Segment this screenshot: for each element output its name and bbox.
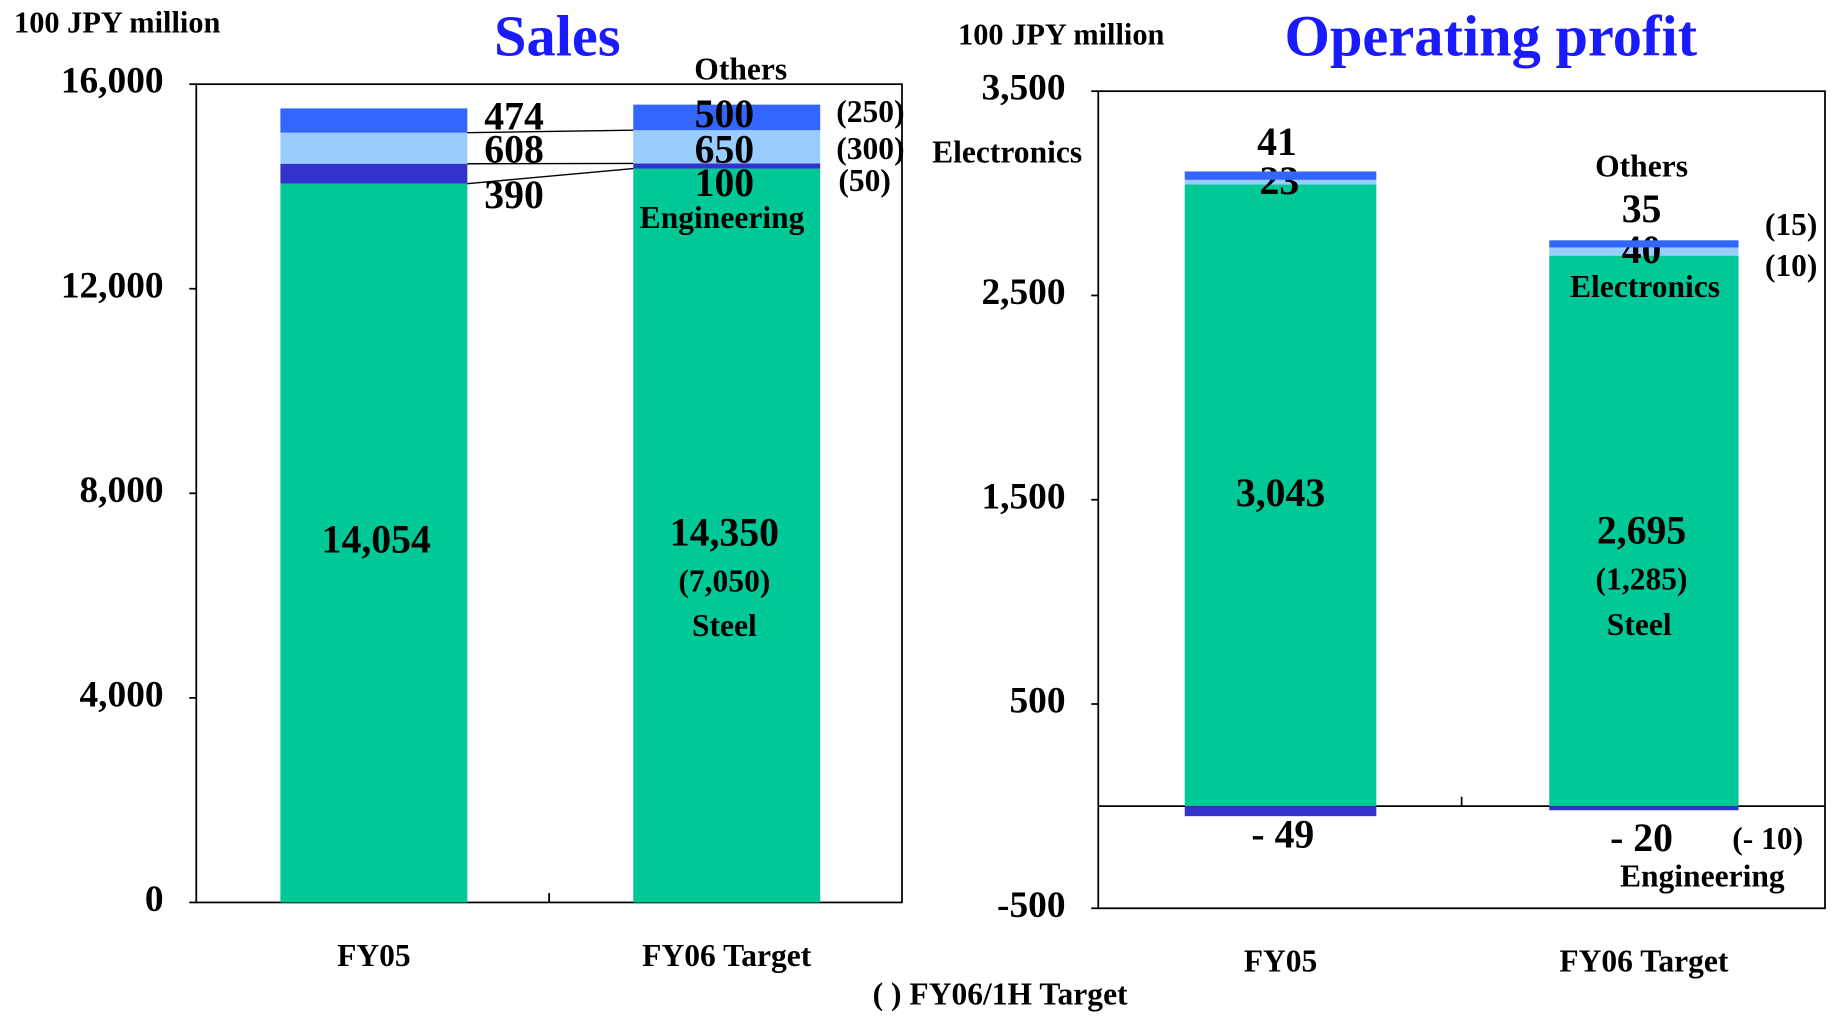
y-tick-label: 12,000	[61, 265, 164, 306]
value-label: 40	[1622, 228, 1662, 272]
bar-segment	[1549, 247, 1739, 256]
value-label: 500	[695, 92, 755, 136]
y-tick-label: 3,500	[981, 68, 1065, 109]
x-tick-label: FY05	[337, 938, 411, 973]
value-label: 14,350	[670, 511, 779, 555]
value-label: 2,695	[1597, 508, 1686, 552]
bar-segment	[280, 163, 468, 184]
y-tick-label: 500	[1010, 681, 1066, 722]
value-label: 390	[484, 173, 544, 217]
y-tick-label: 1,500	[981, 476, 1065, 517]
h1-target-label: (50)	[838, 163, 891, 198]
x-tick-label: FY06 Target	[1559, 944, 1729, 979]
y-axis-label: 100 JPY million	[958, 17, 1164, 51]
h1-target-label: (250)	[836, 94, 904, 129]
x-tick-label: FY06 Target	[642, 938, 812, 973]
series-name: Electronics	[932, 135, 1082, 170]
series-name: Steel	[692, 608, 757, 643]
value-label: - 20	[1610, 816, 1673, 860]
bar-segment	[1184, 179, 1377, 185]
value-label: 23	[1260, 159, 1300, 203]
value-label: 100	[695, 161, 755, 205]
series-name: Electronics	[1570, 269, 1720, 304]
value-label: 650	[695, 127, 755, 171]
y-tick-label: 8,000	[79, 470, 163, 511]
y-tick-label: 16,000	[61, 61, 164, 102]
y-tick-label: 4,000	[79, 674, 163, 715]
series-name: Others	[694, 52, 787, 87]
h1-target-label: (1,285)	[1596, 561, 1688, 596]
series-name: Steel	[1607, 607, 1672, 642]
bar-segment	[633, 130, 821, 164]
y-tick-label: 2,500	[981, 272, 1065, 313]
bar-segment	[1549, 806, 1739, 811]
bar-segment	[1184, 184, 1377, 807]
bar-segment	[280, 108, 468, 133]
y-axis-label: 100 JPY million	[14, 6, 220, 40]
chart-title: Sales	[494, 3, 621, 68]
bar-segment	[1549, 255, 1739, 807]
footnote: ( ) FY06/1H Target	[873, 976, 1128, 1011]
value-label: 35	[1622, 187, 1662, 231]
connector-line	[467, 129, 634, 134]
chart-title: Operating profit	[1285, 3, 1698, 68]
value-label: 41	[1257, 120, 1297, 164]
bar-segment	[280, 132, 468, 164]
series-name: Others	[1595, 149, 1688, 184]
h1-target-label: (- 10)	[1732, 821, 1803, 856]
bar-segment	[1549, 240, 1739, 248]
bar-segment	[1184, 171, 1377, 180]
bar-segment	[633, 163, 821, 169]
h1-target-label: (10)	[1765, 248, 1818, 283]
bar-segment	[280, 183, 468, 903]
series-name: Engineering	[640, 200, 805, 235]
bar-segment	[633, 168, 821, 903]
h1-target-label: (15)	[1765, 207, 1818, 242]
value-label: 3,043	[1236, 471, 1325, 515]
h1-target-label: (300)	[836, 131, 904, 166]
value-label: 14,054	[322, 518, 431, 562]
bar-segment	[1184, 806, 1377, 817]
x-tick-label: FY05	[1244, 944, 1318, 979]
h1-target-label: (7,050)	[678, 564, 770, 599]
series-name: Engineering	[1620, 858, 1785, 893]
y-tick-label: -500	[997, 885, 1065, 926]
y-tick-label: 0	[145, 879, 164, 920]
value-label: - 49	[1251, 812, 1314, 856]
connector-line	[467, 167, 634, 185]
bar-segment	[633, 104, 821, 131]
